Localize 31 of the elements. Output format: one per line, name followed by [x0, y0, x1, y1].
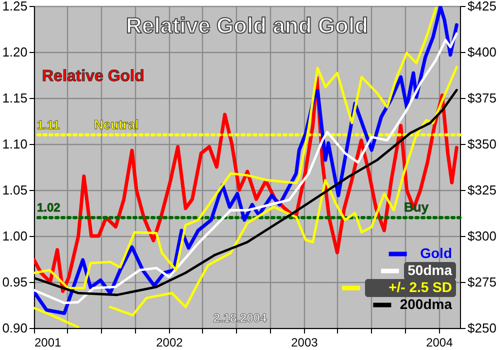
y-tick-label: 1.05 — [2, 182, 28, 198]
y-tick-label: 1.00 — [2, 228, 28, 244]
y-tick-label: 1.15 — [2, 90, 28, 106]
legend-label: +/- 2.5 SD — [388, 279, 452, 295]
x-tick-label: 2004 — [426, 336, 454, 350]
annotation: 2.18.2004 — [213, 311, 268, 325]
y2-tick-label: $300 — [468, 228, 496, 244]
y-tick-label: 0.95 — [2, 274, 28, 290]
y2-tick-label: $325 — [468, 182, 496, 198]
ref-line-label: Neutral — [94, 116, 139, 132]
y2-tick-label: $400 — [468, 44, 496, 60]
y-tick-label: 0.90 — [2, 320, 28, 336]
y2-tick-label: $375 — [468, 90, 496, 106]
legend-label: 200dma — [400, 296, 452, 312]
x-tick-label: 2001 — [34, 336, 62, 350]
legend-label: 50dma — [408, 262, 452, 278]
annotation: 1.11 — [37, 118, 60, 132]
legend-label: Gold — [420, 245, 452, 261]
y-tick-label: 1.25 — [2, 0, 28, 14]
y2-tick-label: $350 — [468, 136, 496, 152]
y-tick-label: 1.10 — [2, 136, 28, 152]
ref-line-label: Buy — [404, 200, 430, 215]
y2-tick-label: $275 — [468, 274, 496, 290]
chart-title: Relative Gold and Gold — [126, 13, 368, 38]
y-tick-label: 1.20 — [2, 44, 28, 60]
x-tick-label: 2003 — [291, 336, 318, 350]
annotation: 1.02 — [37, 200, 61, 215]
y2-tick-label: $425 — [468, 0, 496, 14]
x-tick-label: 2002 — [156, 336, 184, 350]
y2-tick-label: $250 — [468, 320, 496, 336]
text: Relative Gold — [42, 68, 144, 85]
